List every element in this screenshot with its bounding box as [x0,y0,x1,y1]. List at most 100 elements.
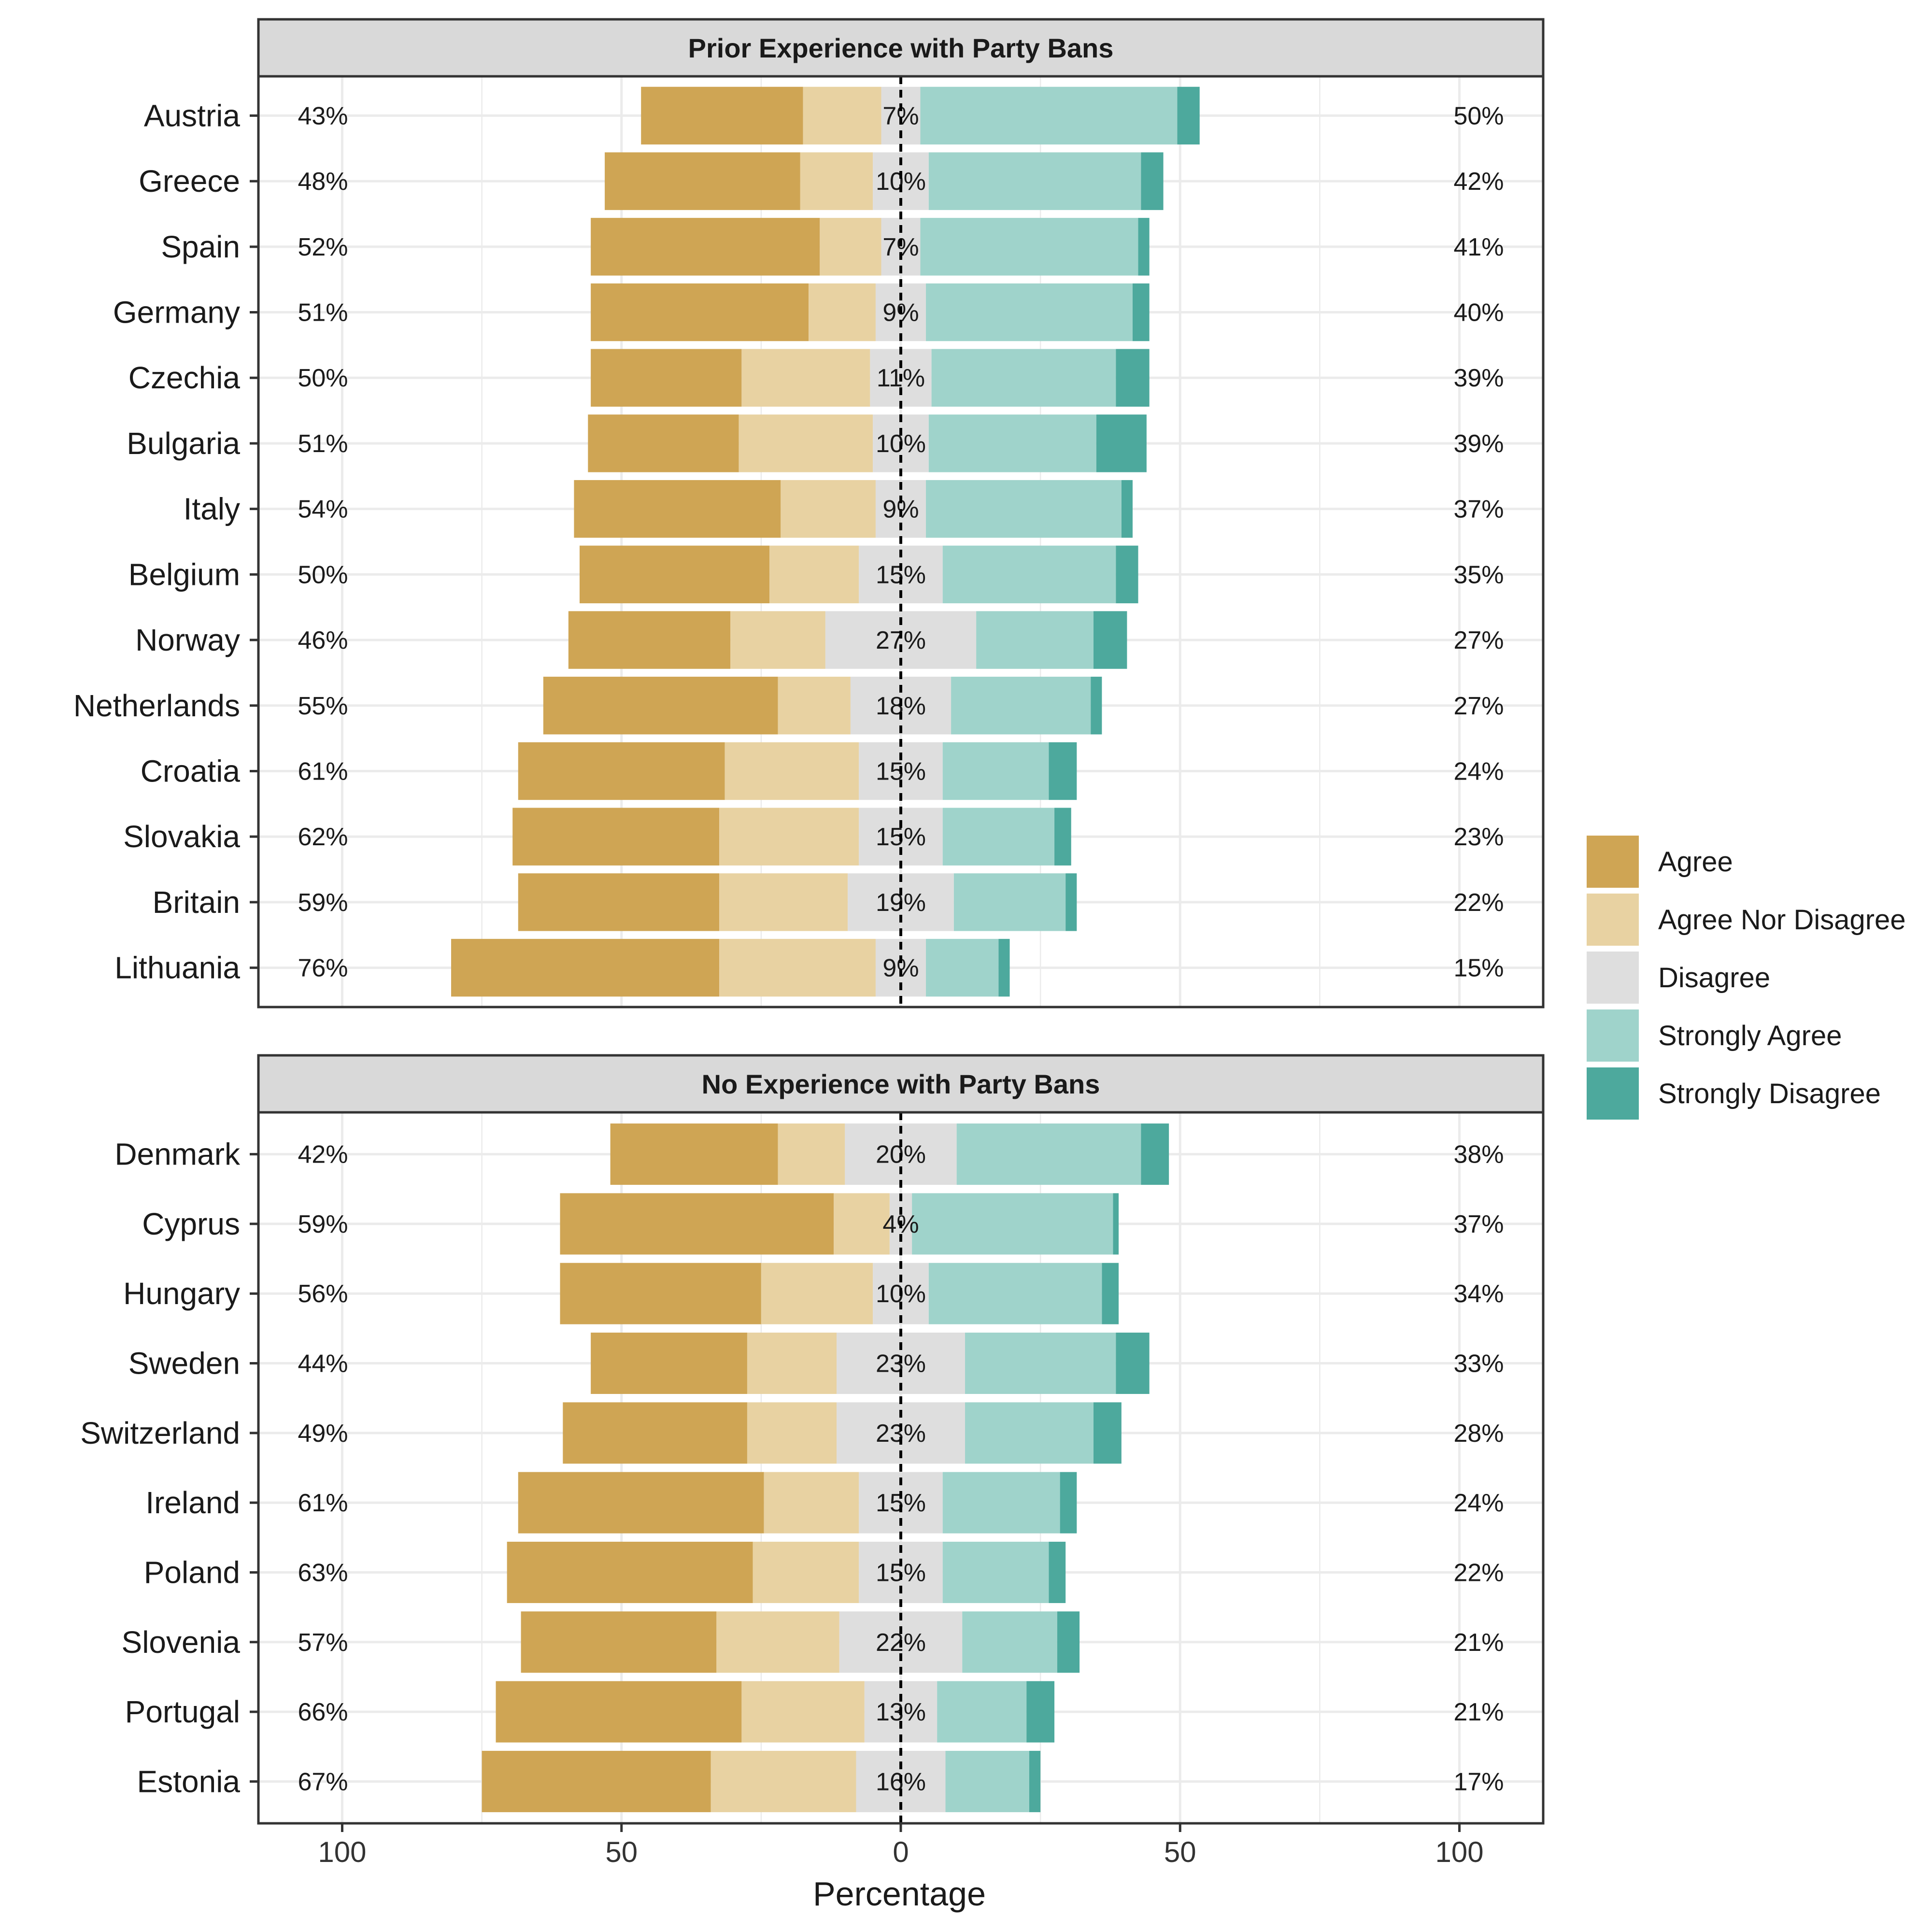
bar-greece-strongly-disagree [1141,152,1164,210]
bar-lithuania-strongly-disagree [998,938,1010,997]
left-percent-label: 43% [298,102,348,130]
x-tick-label: 100 [1435,1836,1483,1868]
left-percent-label: 59% [298,1210,348,1238]
bar-sweden-agree [591,1333,747,1394]
bar-germany-strongly-agree [926,283,1133,341]
bar-austria-strongly-disagree [1177,86,1200,145]
row-britain: 59% 19% 22%Britain [153,873,1504,931]
left-percent-label: 67% [298,1768,348,1796]
legend-item-disagree: Disagree [1587,952,1770,1004]
bar-lithuania-neutral [719,938,876,997]
bar-italy-agree [574,480,781,538]
left-percent-label: 52% [298,233,348,261]
x-axis: 100 50 0 50 100 [318,1823,1484,1868]
bar-denmark-agree [610,1123,778,1185]
panel-strip [257,1054,1545,1114]
x-tick-label: 50 [1164,1836,1196,1868]
row-greece: 48% 10% 42%Greece [139,152,1504,210]
bar-italy-strongly-disagree [1121,480,1133,538]
right-percent-label: 28% [1453,1420,1504,1448]
bar-belgium-strongly-disagree [1116,545,1138,604]
bar-netherlands-strongly-agree [951,677,1091,735]
x-tick-label: 50 [605,1836,638,1868]
bar-sweden-strongly-agree [965,1333,1116,1394]
panel-1: 43% 7% 50%Austria 48% 10% 42%Greece 52% 7% 41%Sp… [73,18,1545,1009]
row-spain: 52% 7% 41%Spain [161,218,1504,276]
legend-item-strongly-disagree: Strongly Disagree [1587,1067,1881,1120]
left-percent-label: 55% [298,692,348,720]
bar-spain-strongly-agree [920,218,1138,276]
country-label: Ireland [145,1485,240,1520]
right-percent-label: 38% [1453,1141,1504,1169]
bar-spain-neutral [820,218,881,276]
bar-portugal-agree [496,1681,742,1743]
country-label: Bulgaria [127,426,240,461]
left-percent-label: 59% [298,889,348,917]
bar-slovakia-neutral [719,808,859,866]
right-percent-label: 27% [1453,626,1504,654]
bar-britain-neutral [719,873,848,931]
bar-croatia-agree [518,742,725,800]
bar-bulgaria-strongly-agree [928,414,1096,472]
left-percent-label: 49% [298,1420,348,1448]
country-label: Hungary [123,1276,240,1311]
left-percent-label: 62% [298,823,348,851]
country-label: Netherlands [73,688,240,723]
country-label: Britain [153,885,240,920]
bar-britain-strongly-agree [953,873,1066,931]
bar-germany-agree [591,283,809,341]
panel-title: Prior Experience with Party Bans [688,33,1114,63]
country-label: Italy [184,492,240,526]
x-tick-label: 0 [893,1836,909,1868]
bar-estonia-strongly-disagree [1029,1750,1041,1812]
right-percent-label: 39% [1453,364,1504,392]
legend-swatch [1587,1009,1639,1062]
bar-hungary-strongly-agree [928,1263,1102,1324]
row-austria: 43% 7% 50%Austria [144,86,1504,145]
bar-switzerland-neutral [747,1402,837,1464]
bar-bulgaria-strongly-disagree [1096,414,1147,472]
country-label: Croatia [141,753,241,788]
bar-bulgaria-agree [588,414,739,472]
bar-belgium-neutral [769,545,859,604]
row-denmark: 42% 20% 38%Denmark [114,1123,1504,1185]
bar-switzerland-agree [563,1402,747,1464]
bar-slovenia-agree [521,1611,717,1673]
left-percent-label: 51% [298,430,348,458]
bar-czechia-agree [591,349,742,407]
legend: Agree Agree Nor Disagree Disagree Strongly … [1587,836,1906,1120]
bar-slovenia-neutral [716,1611,839,1673]
bar-sweden-strongly-disagree [1116,1333,1150,1394]
bar-italy-strongly-agree [926,480,1122,538]
bar-slovakia-agree [512,808,720,866]
bar-greece-strongly-agree [928,152,1141,210]
bar-cyprus-neutral [834,1193,890,1255]
right-percent-label: 23% [1453,823,1504,851]
legend-label: Strongly Disagree [1658,1078,1881,1109]
right-percent-label: 35% [1453,561,1504,589]
country-label: Slovenia [122,1625,241,1660]
country-label: Spain [161,229,240,264]
bar-germany-neutral [809,283,876,341]
bar-hungary-agree [560,1263,761,1324]
bar-austria-neutral [803,86,881,145]
country-label: Germany [113,295,240,330]
bar-cyprus-agree [560,1193,834,1255]
bar-netherlands-agree [543,677,778,735]
bar-spain-agree [591,218,820,276]
left-percent-label: 56% [298,1280,348,1308]
row-italy: 54% 9% 37%Italy [184,480,1504,538]
bar-czechia-neutral [741,349,870,407]
bar-switzerland-strongly-agree [965,1402,1094,1464]
bar-cyprus-strongly-disagree [1113,1193,1119,1255]
bar-norway-strongly-agree [976,611,1094,669]
bar-poland-neutral [753,1541,859,1603]
left-percent-label: 63% [298,1559,348,1587]
bar-poland-strongly-agree [942,1541,1049,1603]
row-cyprus: 59% 4% 37%Cyprus [142,1193,1504,1255]
row-switzerland: 49% 23% 28%Switzerland [80,1402,1504,1464]
bar-spain-strongly-disagree [1138,218,1150,276]
x-axis-title: Percentage [813,1875,986,1913]
